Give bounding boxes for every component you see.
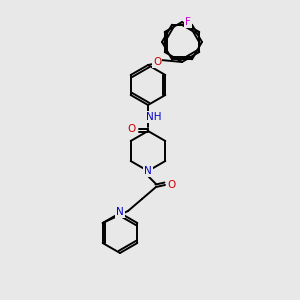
Text: O: O [128,124,136,134]
Text: N: N [116,207,124,217]
Text: F: F [185,17,191,27]
Text: NH: NH [146,112,162,122]
Text: O: O [153,57,161,67]
Text: O: O [168,180,176,190]
Text: N: N [144,166,152,176]
